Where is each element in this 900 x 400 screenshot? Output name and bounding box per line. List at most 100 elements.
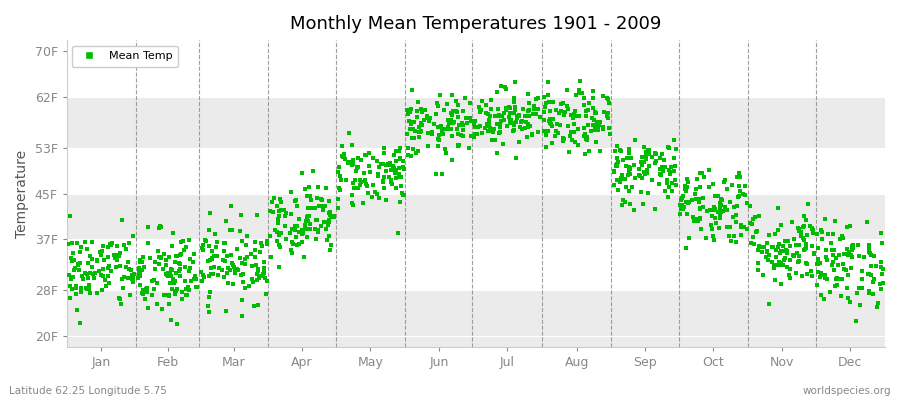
Point	[336, 152, 350, 159]
Point	[382, 162, 397, 168]
Point	[688, 196, 703, 202]
Point	[538, 132, 553, 138]
Point	[503, 117, 517, 124]
Point	[395, 190, 410, 196]
Point	[572, 78, 587, 84]
Point	[334, 177, 348, 183]
Point	[797, 223, 812, 229]
Point	[292, 216, 306, 222]
Point	[187, 276, 202, 282]
Point	[618, 163, 633, 170]
Point	[609, 163, 624, 170]
Point	[65, 240, 79, 246]
Point	[345, 192, 359, 198]
Point	[86, 271, 100, 278]
Point	[351, 154, 365, 161]
Point	[714, 196, 728, 202]
Point	[165, 286, 179, 292]
Point	[283, 230, 297, 236]
Point	[235, 313, 249, 320]
Point	[539, 144, 554, 150]
Point	[601, 110, 616, 116]
Point	[378, 162, 392, 169]
Point	[453, 122, 467, 128]
Point	[376, 161, 391, 168]
Title: Monthly Mean Temperatures 1901 - 2009: Monthly Mean Temperatures 1901 - 2009	[290, 15, 662, 33]
Point	[827, 267, 842, 273]
Point	[223, 267, 238, 274]
Point	[404, 87, 419, 93]
Point	[113, 300, 128, 307]
Point	[482, 124, 497, 131]
Y-axis label: Temperature: Temperature	[15, 150, 29, 238]
Point	[250, 211, 265, 218]
Point	[448, 108, 463, 114]
Point	[622, 164, 636, 170]
Point	[702, 184, 716, 190]
Point	[556, 136, 571, 142]
Point	[566, 114, 580, 121]
Point	[108, 254, 122, 260]
Point	[778, 238, 792, 244]
Point	[670, 145, 684, 152]
Point	[322, 209, 337, 215]
Point	[707, 193, 722, 200]
Point	[310, 236, 324, 242]
Point	[195, 247, 210, 253]
Point	[871, 300, 886, 306]
Point	[864, 272, 878, 278]
Point	[867, 276, 881, 282]
Point	[596, 126, 610, 133]
Point	[94, 252, 108, 258]
Point	[572, 113, 586, 119]
Point	[442, 120, 456, 126]
Point	[96, 273, 111, 279]
Point	[787, 253, 801, 260]
Point	[742, 220, 757, 226]
Point	[571, 142, 585, 148]
Point	[104, 242, 118, 248]
Point	[862, 270, 877, 277]
Point	[202, 308, 216, 315]
Point	[331, 196, 346, 202]
Point	[707, 207, 722, 213]
Point	[712, 224, 726, 231]
Point	[138, 296, 152, 302]
Point	[428, 111, 443, 118]
Point	[455, 122, 470, 128]
Point	[711, 193, 725, 200]
Point	[680, 178, 695, 185]
Point	[248, 247, 263, 254]
Point	[279, 210, 293, 216]
Point	[178, 263, 193, 270]
Point	[227, 264, 241, 270]
Point	[799, 260, 814, 267]
Point	[734, 232, 748, 238]
Point	[444, 117, 458, 124]
Point	[796, 235, 810, 241]
Point	[94, 248, 109, 254]
Point	[480, 121, 494, 128]
Point	[220, 280, 235, 286]
Point	[709, 220, 724, 226]
Point	[300, 214, 314, 220]
Point	[404, 153, 419, 159]
Point	[607, 181, 621, 188]
Point	[498, 84, 512, 90]
Point	[832, 236, 847, 242]
Point	[638, 171, 652, 177]
Point	[389, 185, 403, 191]
Point	[732, 170, 746, 176]
Point	[743, 240, 758, 247]
Point	[260, 238, 274, 244]
Point	[264, 233, 278, 240]
Point	[238, 256, 253, 262]
Point	[234, 272, 248, 278]
Point	[825, 251, 840, 258]
Point	[314, 203, 328, 209]
Point	[270, 238, 284, 244]
Point	[483, 97, 498, 104]
Point	[861, 245, 876, 252]
Point	[774, 260, 788, 266]
Point	[205, 248, 220, 254]
